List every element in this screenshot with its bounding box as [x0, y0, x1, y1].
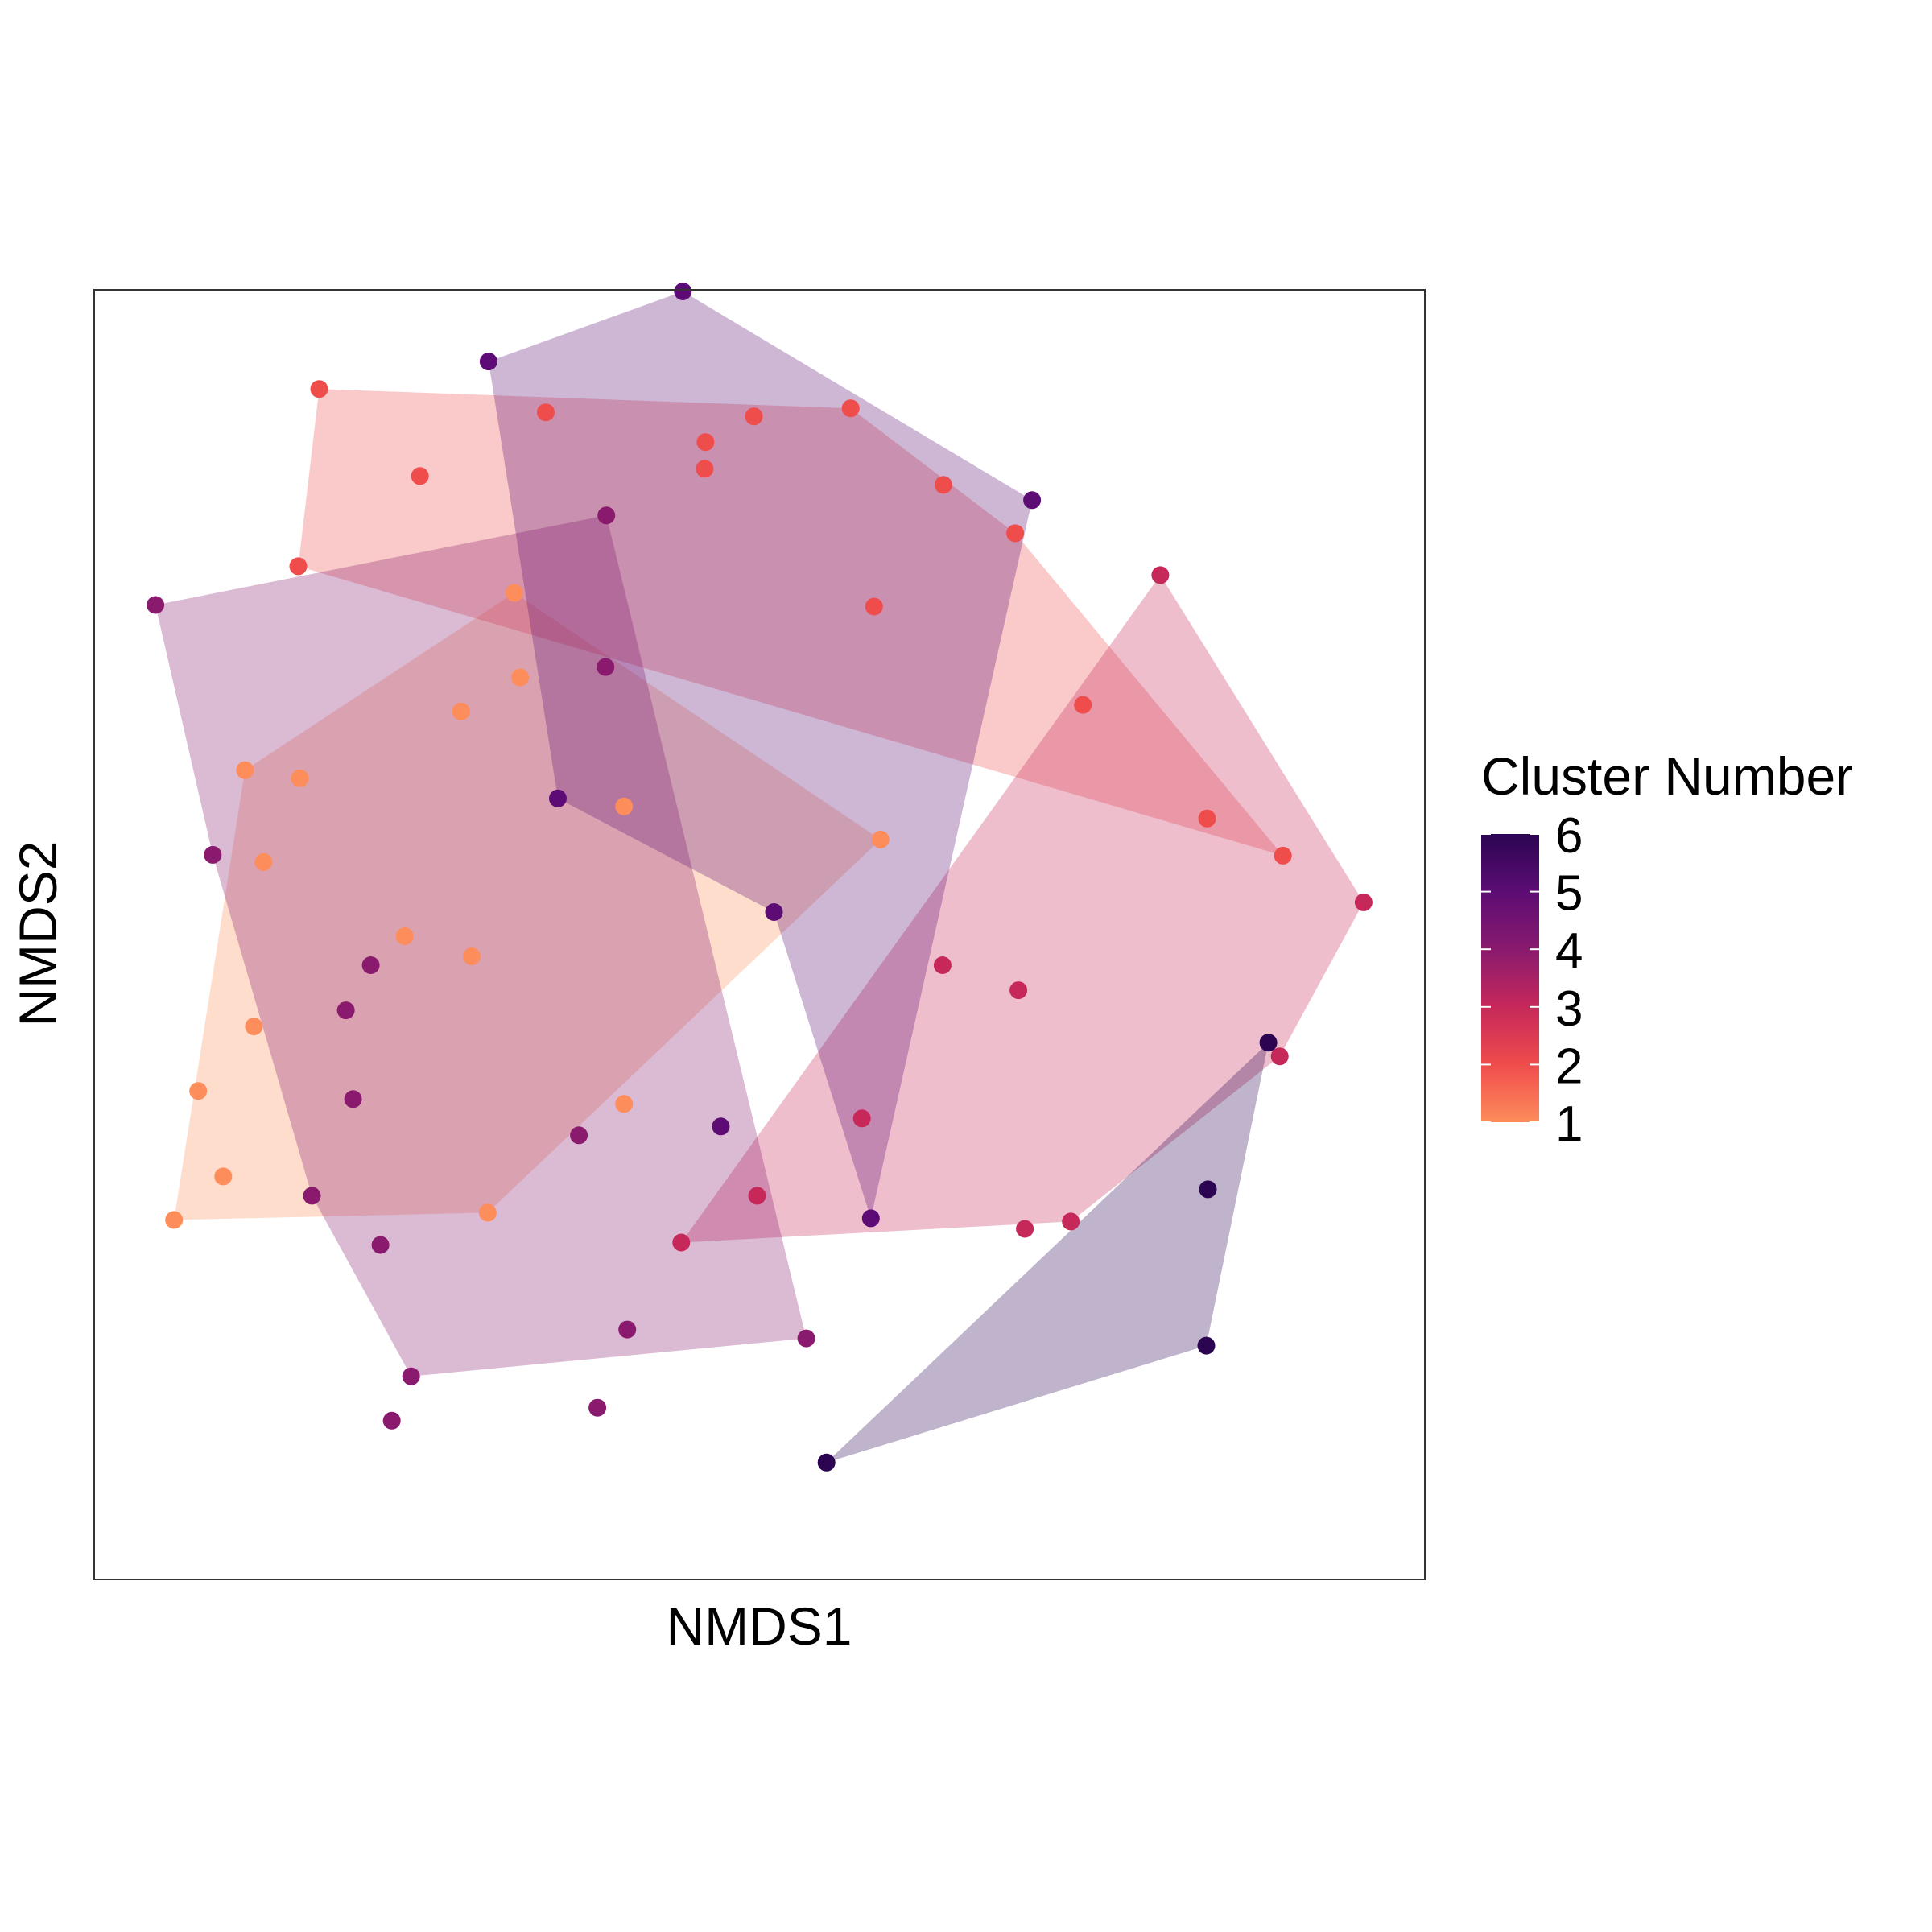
point-cluster-1	[214, 1167, 233, 1186]
point-cluster-3	[1062, 1212, 1080, 1231]
point-cluster-2	[1274, 846, 1292, 865]
legend-tick-label: 6	[1555, 808, 1583, 864]
point-cluster-2	[841, 399, 860, 418]
point-cluster-4	[382, 1411, 401, 1430]
point-cluster-2	[745, 407, 763, 426]
point-cluster-5	[861, 1209, 880, 1228]
point-cluster-6	[817, 1453, 836, 1472]
point-cluster-2	[310, 380, 328, 398]
point-cluster-5	[549, 789, 567, 807]
hull-cluster-1	[174, 592, 881, 1220]
point-cluster-2	[537, 403, 555, 422]
point-cluster-6	[1199, 1180, 1217, 1199]
point-cluster-4	[371, 1236, 390, 1254]
point-cluster-1	[615, 1095, 634, 1113]
hull-cluster-4	[155, 515, 807, 1377]
point-cluster-5	[765, 903, 783, 921]
point-cluster-4	[402, 1367, 420, 1385]
point-cluster-4	[344, 1090, 362, 1108]
point-cluster-5	[674, 283, 692, 300]
legend-title: Cluster Number	[1481, 746, 1853, 806]
point-cluster-4	[303, 1187, 321, 1205]
point-cluster-4	[147, 596, 165, 614]
legend-tick-label: 3	[1555, 981, 1583, 1037]
point-cluster-1	[452, 702, 470, 720]
point-cluster-2	[696, 433, 715, 452]
point-cluster-4	[597, 506, 616, 525]
point-cluster-2	[1074, 696, 1092, 714]
point-cluster-4	[797, 1329, 815, 1348]
y-axis-title: NMDS2	[8, 840, 68, 1026]
point-cluster-2	[934, 476, 952, 494]
point-cluster-1	[245, 1018, 263, 1036]
point-cluster-4	[588, 1398, 607, 1417]
point-cluster-2	[289, 557, 308, 576]
point-cluster-3	[933, 956, 952, 974]
point-cluster-1	[478, 1203, 497, 1222]
x-axis-title: NMDS1	[666, 1596, 852, 1656]
point-cluster-6	[1197, 1336, 1216, 1355]
point-cluster-5	[1023, 491, 1042, 510]
point-cluster-2	[1006, 524, 1025, 543]
legend-tick-label: 4	[1555, 923, 1583, 979]
point-cluster-1	[871, 830, 890, 848]
point-cluster-4	[597, 658, 615, 676]
legend-tick-label: 2	[1555, 1038, 1583, 1094]
legend-colorbar	[1481, 834, 1539, 1122]
point-cluster-3	[1151, 566, 1170, 584]
hull-cluster-5	[488, 291, 1033, 1219]
point-cluster-1	[254, 852, 273, 871]
point-cluster-2	[411, 467, 429, 485]
point-cluster-5	[712, 1117, 730, 1136]
point-cluster-2	[865, 597, 883, 616]
point-cluster-4	[361, 956, 380, 974]
point-cluster-4	[570, 1126, 588, 1145]
point-cluster-1	[615, 797, 634, 815]
point-cluster-3	[1354, 893, 1373, 911]
point-cluster-5	[479, 353, 497, 371]
point-cluster-3	[748, 1187, 766, 1205]
plot-panel-border	[93, 289, 1426, 1580]
hull-cluster-3	[681, 575, 1364, 1243]
point-cluster-4	[618, 1320, 637, 1339]
point-cluster-1	[462, 947, 481, 965]
point-cluster-1	[165, 1211, 184, 1229]
point-cluster-3	[852, 1109, 871, 1128]
point-cluster-6	[1259, 1034, 1278, 1052]
point-cluster-3	[1270, 1047, 1289, 1066]
point-cluster-1	[505, 584, 523, 602]
point-cluster-4	[336, 1001, 355, 1020]
point-cluster-1	[511, 668, 529, 687]
point-cluster-1	[395, 927, 414, 945]
point-cluster-1	[189, 1082, 208, 1100]
point-cluster-4	[204, 845, 222, 864]
hull-cluster-6	[826, 1042, 1269, 1463]
point-cluster-2	[696, 460, 714, 478]
point-cluster-1	[236, 761, 254, 779]
point-cluster-3	[672, 1233, 691, 1252]
point-cluster-2	[1198, 809, 1216, 828]
point-cluster-1	[291, 769, 309, 787]
point-cluster-3	[1009, 981, 1028, 1000]
legend-tick-label: 1	[1555, 1096, 1583, 1152]
legend-tick-label: 5	[1555, 866, 1583, 922]
point-layer	[147, 283, 1373, 1472]
legend-ticks	[1481, 833, 1539, 1123]
hull-cluster-2	[298, 389, 1283, 856]
point-cluster-3	[1016, 1220, 1034, 1238]
hull-layer	[155, 291, 1364, 1463]
